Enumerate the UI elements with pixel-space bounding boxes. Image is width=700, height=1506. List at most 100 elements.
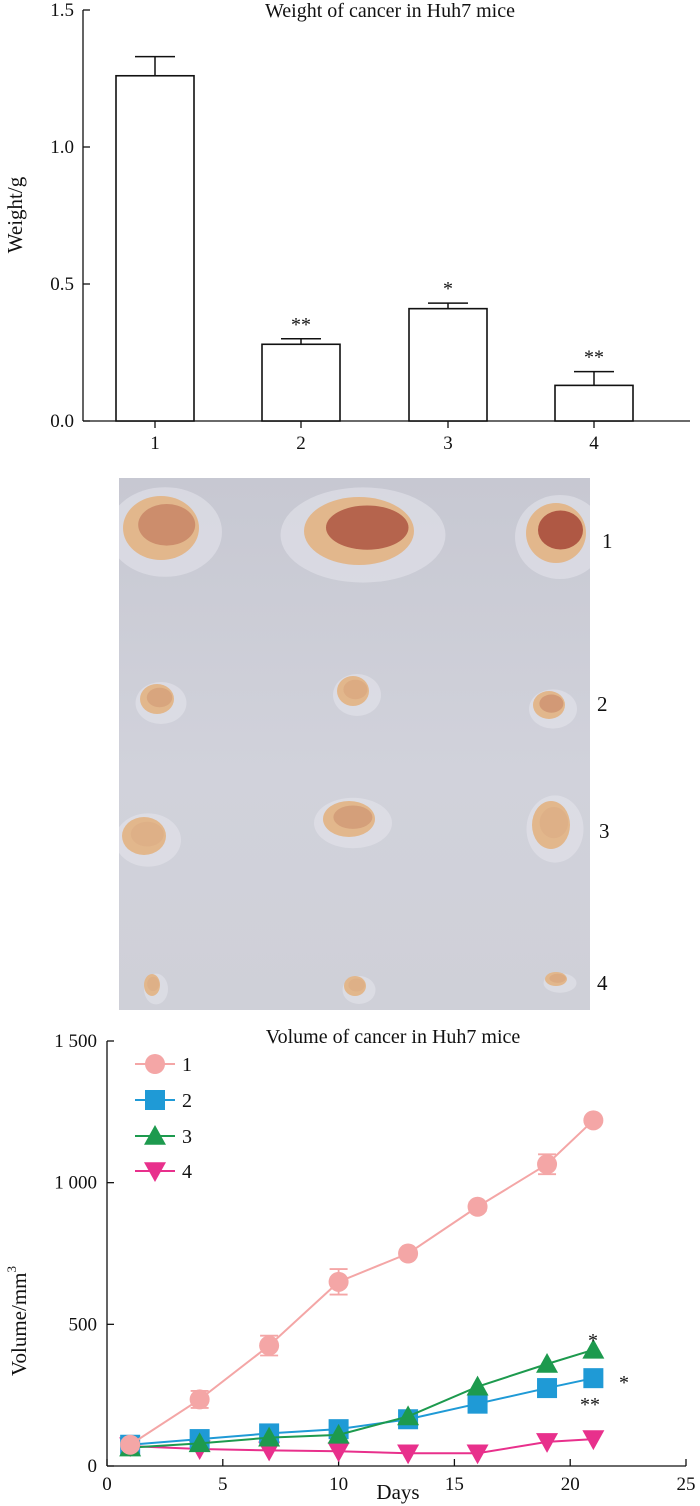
series-1-point [189,1389,210,1410]
photo-row-label-4: 4 [597,971,608,995]
weight-y-tick-label: 0.0 [50,411,74,432]
series-3-point [466,1375,489,1396]
series-1-point [259,1335,280,1356]
series-1-point [120,1434,141,1455]
series-2-line [130,1377,594,1446]
photo-row-label-3: 3 [599,819,610,843]
weight-bars: ***** [115,55,634,422]
series-2-point [467,1393,488,1414]
annotation-series-3: * [588,1330,598,1352]
volume-y-tick-label: 0 [88,1456,98,1477]
weight-y-tick-label: 0.5 [50,274,74,295]
weight-bar-chart: Weight of cancer in Huh7 mice Weight/g 0… [3,0,690,454]
legend-4-marker [144,1162,166,1182]
volume-x-tick-label: 10 [329,1474,348,1495]
tumor-dark-region [539,807,569,839]
tumor-dark-region [147,976,160,992]
volume-axes: 0 500 1 000 1 500 0 5 10 15 20 25 [54,1031,695,1495]
series-4-line [130,1438,594,1455]
tumor-11 [344,976,366,996]
series-4-point [397,1444,420,1465]
volume-x-tick-label: 20 [561,1474,580,1495]
photo-row-label-1: 1 [602,529,613,553]
volume-x-axis-label: Days [376,1480,419,1504]
photo-row-label-2: 2 [597,692,608,716]
weight-x-tick-label: 2 [296,433,306,454]
tumor-4 [140,684,174,714]
volume-y-tick-label: 1 500 [54,1031,97,1052]
tumor-10 [144,974,160,996]
series-3-line [130,1348,594,1449]
weight-bar-4 [554,384,634,422]
volume-line-chart: Volume of cancer in Huh7 mice Volume/mm3… [4,1026,696,1504]
tumor-dark-region [343,679,368,700]
legend-1-label: 1 [182,1054,192,1076]
series-3-point [188,1432,211,1453]
tumor-dark-region [539,694,564,713]
weight-significance-mark: ** [291,314,311,336]
annotation-series-4: ** [580,1394,600,1416]
volume-y-axis-label: Volume/mm3 [4,1266,31,1376]
annotation-series-2: * [619,1372,629,1394]
weight-x-tick-label: 3 [443,433,453,454]
tumor-6 [533,691,565,719]
tumor-dark-region [348,978,365,992]
tumor-dark-region [326,505,409,550]
volume-chart-title: Volume of cancer in Huh7 mice [266,1026,521,1048]
series-1-line [129,1119,595,1446]
weight-y-axis-label: Weight/g [3,176,27,253]
legend-4-label: 4 [182,1161,192,1183]
tumor-5 [337,676,369,706]
volume-y-axis-label-text: Volume/mm [7,1273,31,1376]
weight-x-tick-label: 1 [150,433,160,454]
volume-series [119,1110,605,1465]
series-1-point [583,1110,604,1131]
series-4-point [466,1444,489,1465]
tumor-8 [323,801,375,837]
series-4-point [582,1430,605,1451]
series-4-point [536,1433,559,1453]
tumor-7 [122,817,166,855]
weight-significance-mark: ** [584,347,604,369]
tumor-9 [532,801,570,849]
volume-x-tick-label: 25 [677,1474,696,1495]
tumor-12 [545,972,567,986]
series-3-point [397,1405,420,1426]
series-3-point [536,1353,559,1373]
weight-y-tick-label: 1.5 [50,0,74,21]
volume-y-axis-label-sup: 3 [4,1266,19,1273]
tumor-dark-region [549,973,566,983]
weight-chart-title: Weight of cancer in Huh7 mice [265,0,515,22]
weight-significance-mark: * [443,278,453,300]
legend-2-marker [145,1090,165,1110]
volume-legend: 1 2 3 4 [135,1054,192,1183]
series-1-point [328,1271,349,1292]
weight-y-tick-label: 1.0 [50,137,74,158]
volume-x-tick-label: 15 [445,1474,464,1495]
tumor-dark-region [138,504,196,546]
volume-y-tick-label: 500 [69,1314,98,1335]
series-1-point [398,1243,419,1264]
tumor-dark-region [538,510,583,550]
series-3-point [258,1426,281,1447]
legend-1-marker [145,1054,165,1074]
weight-bar-2 [261,343,341,422]
volume-annotations: **** [580,1330,629,1416]
series-3-point [582,1338,605,1359]
tumor-1 [123,496,199,560]
series-4-point [258,1441,281,1462]
volume-x-tick-label: 0 [102,1474,112,1495]
volume-y-tick-label: 1 000 [54,1173,97,1194]
series-1-point [467,1196,488,1217]
legend-3-marker [144,1125,166,1145]
legend-3-label: 3 [182,1126,192,1148]
tumor-dark-region [130,821,164,847]
tumor-dark-region [146,687,173,708]
tumor-dark-region [333,805,373,829]
series-1-point [537,1154,558,1175]
volume-x-tick-label: 5 [218,1474,228,1495]
series-4-point [327,1442,350,1463]
legend-2-label: 2 [182,1090,192,1112]
weight-bar-1 [115,74,195,422]
weight-bar-3 [408,307,488,422]
